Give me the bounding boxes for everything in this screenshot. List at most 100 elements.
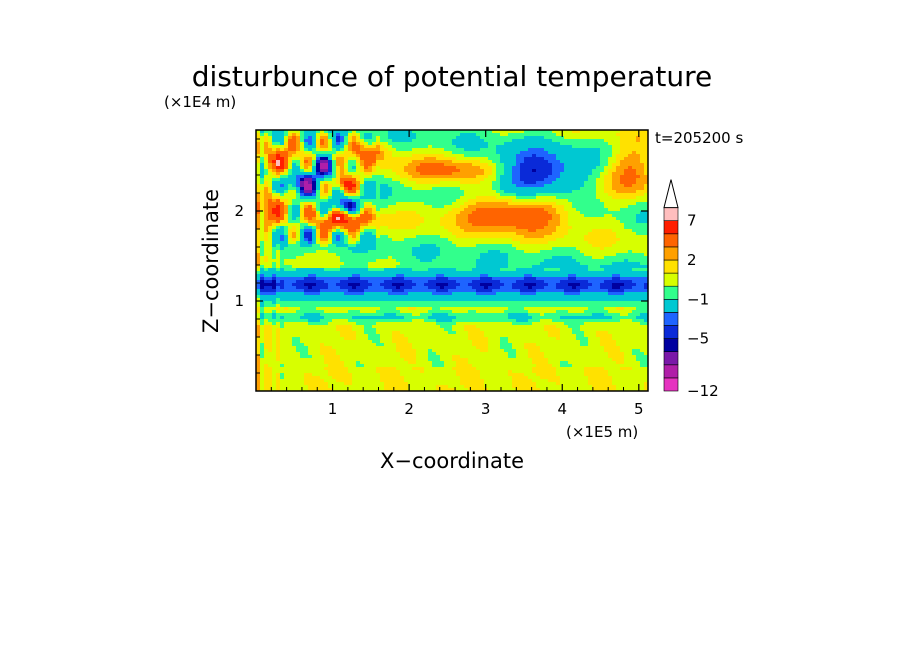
contour-cell	[460, 379, 485, 383]
contour-cell	[340, 175, 353, 179]
contour-cell	[304, 187, 313, 191]
contour-cell	[328, 214, 333, 218]
contour-cell	[256, 274, 261, 278]
contour-cell	[256, 373, 261, 377]
contour-cell	[604, 214, 613, 218]
contour-cell	[256, 277, 261, 281]
contour-cell	[304, 232, 313, 236]
contour-cell	[280, 346, 297, 350]
contour-cell	[304, 253, 337, 257]
contour-cell	[636, 217, 649, 221]
contour-cell	[276, 346, 281, 350]
contour-cell	[364, 364, 433, 368]
contour-cell	[340, 208, 345, 212]
contour-cell	[260, 244, 265, 248]
contour-cell	[276, 292, 305, 296]
contour-cell	[568, 361, 617, 365]
contour-cell	[340, 265, 369, 269]
contour-cell	[284, 229, 289, 233]
contour-cell	[276, 280, 281, 284]
colorbar-bin	[663, 259, 679, 274]
contour-cell	[300, 136, 305, 140]
contour-cell	[588, 241, 617, 245]
contour-cell	[524, 250, 541, 254]
contour-cell	[600, 286, 613, 290]
contour-cell	[568, 325, 581, 329]
contour-cell	[580, 292, 609, 296]
contour-cell	[272, 211, 281, 215]
contour-cell	[260, 322, 265, 326]
contour-cell	[272, 196, 281, 200]
contour-cell	[264, 181, 269, 185]
contour-cell	[548, 220, 561, 224]
contour-cell	[340, 166, 345, 170]
contour-cell	[272, 334, 277, 338]
contour-cell	[280, 307, 285, 311]
contour-cell	[360, 142, 365, 146]
contour-cell	[608, 373, 649, 377]
contour-cell	[384, 157, 425, 161]
contour-cell	[260, 268, 265, 272]
contour-cell	[548, 241, 589, 245]
contour-cell	[300, 148, 305, 152]
contour-cell	[376, 208, 381, 212]
contour-cell	[256, 232, 261, 236]
contour-cell	[520, 289, 537, 293]
contour-cell	[276, 169, 285, 173]
contour-cell	[356, 166, 361, 170]
contour-cell	[480, 277, 493, 281]
contour-cell	[508, 355, 517, 359]
contour-cell	[556, 325, 569, 329]
colorbar-bin	[663, 246, 679, 261]
contour-cell	[296, 142, 301, 146]
contour-cell	[276, 226, 281, 230]
contour-cell	[280, 298, 649, 302]
contour-cell	[264, 346, 273, 350]
contour-cell	[312, 178, 317, 182]
contour-cell	[288, 166, 293, 170]
contour-cell	[400, 175, 413, 179]
contour-cell	[280, 286, 285, 290]
contour-cell	[348, 187, 353, 191]
contour-cell	[380, 373, 401, 377]
contour-cell	[396, 259, 421, 263]
contour-cell	[284, 136, 289, 140]
contour-cell	[276, 337, 281, 341]
contour-cell	[484, 385, 513, 389]
contour-cell	[360, 283, 373, 287]
contour-cell	[452, 172, 485, 176]
contour-cell	[448, 238, 513, 242]
contour-cell	[340, 331, 357, 335]
contour-cell	[344, 187, 349, 191]
contour-cell	[588, 382, 613, 386]
contour-cell	[456, 199, 469, 203]
contour-cell	[272, 274, 277, 278]
contour-cell	[304, 133, 317, 137]
contour-cell	[324, 139, 329, 143]
contour-cell	[292, 283, 305, 287]
contour-cell	[340, 268, 369, 272]
contour-cell	[292, 265, 341, 269]
contour-cell	[640, 157, 649, 161]
contour-cell	[556, 370, 585, 374]
contour-cell	[528, 319, 541, 323]
contour-cell	[296, 178, 301, 182]
contour-cell	[624, 259, 629, 263]
contour-cell	[336, 178, 341, 182]
contour-cell	[332, 238, 337, 242]
contour-cell	[328, 190, 333, 194]
contour-cell	[256, 367, 261, 371]
contour-cell	[456, 388, 469, 392]
colorbar-bin	[663, 364, 679, 379]
contour-cell	[392, 283, 405, 287]
contour-cell	[344, 205, 349, 209]
contour-cell	[500, 160, 517, 164]
contour-cell	[268, 214, 277, 218]
contour-cell	[348, 370, 377, 374]
contour-cell	[532, 169, 537, 173]
contour-cell	[640, 361, 649, 365]
contour-cell	[472, 211, 549, 215]
contour-cell	[272, 349, 277, 353]
contour-cell	[512, 382, 537, 386]
contour-cell	[392, 169, 405, 173]
